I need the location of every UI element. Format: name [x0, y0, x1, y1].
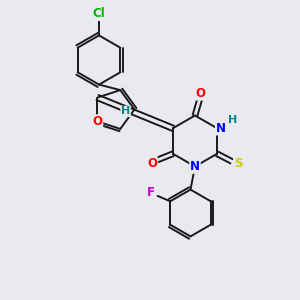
Text: O: O — [92, 115, 103, 128]
Text: O: O — [147, 157, 157, 170]
Text: F: F — [147, 186, 155, 200]
Text: N: N — [190, 160, 200, 173]
Text: H: H — [228, 115, 237, 125]
Text: H: H — [121, 106, 130, 116]
Text: S: S — [234, 157, 242, 170]
Text: Cl: Cl — [93, 7, 105, 20]
Text: O: O — [196, 87, 206, 100]
Text: N: N — [216, 122, 226, 135]
